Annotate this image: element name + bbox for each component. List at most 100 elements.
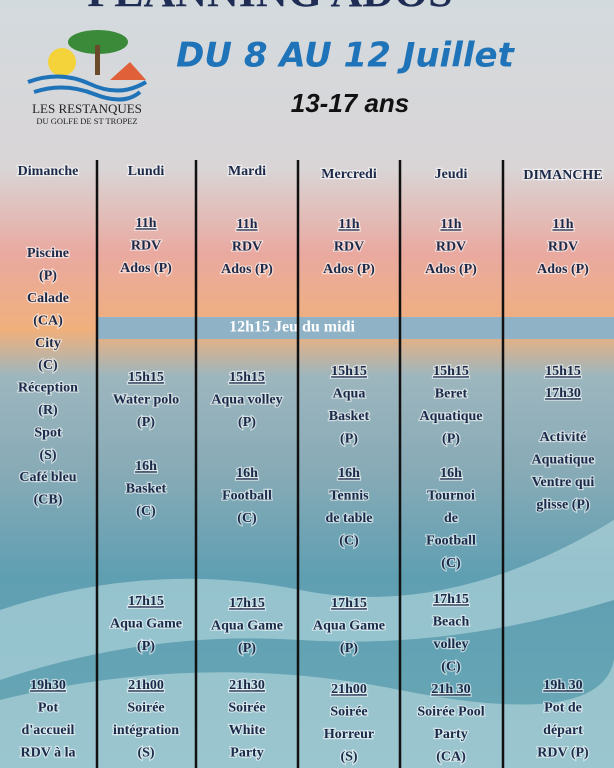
activity: Football (426, 533, 476, 548)
time: 16h (135, 459, 157, 474)
activity: (R) (38, 403, 58, 418)
activity: volley (434, 637, 469, 652)
activity: Activité (540, 430, 587, 445)
logo-name: LES RESTANQUES (32, 101, 142, 116)
activity: Beret (435, 387, 468, 402)
banner-bg (97, 317, 614, 339)
age: 13-17 ans (291, 88, 410, 118)
time: 11h (135, 216, 156, 231)
activity: Beach (433, 615, 470, 630)
day-header: DIMANCHE (523, 168, 602, 183)
activity: Aqua Game (313, 619, 385, 634)
day-header: Jeudi (435, 167, 468, 182)
activity: Pot de (544, 701, 582, 716)
activity: glisse (P) (536, 497, 590, 512)
activity: (P) (442, 431, 460, 446)
activity: RDV (131, 239, 161, 254)
day-header: Lundi (128, 164, 165, 179)
logo: LES RESTANQUES DU GOLFE DE ST TROPEZ (27, 30, 148, 126)
activity: Soirée Pool (417, 705, 484, 720)
activity: Aquatique (531, 453, 594, 468)
activity: Basket (329, 409, 370, 424)
activity: (P) (238, 641, 256, 656)
activity: RDV (334, 240, 364, 255)
title: PLANNING ADOS (87, 0, 453, 16)
activity: (CA) (33, 313, 63, 328)
time: 21h30 (229, 678, 265, 693)
activity: Soirée (330, 705, 367, 720)
activity: Ventre qui (532, 475, 595, 490)
time: 11h (440, 217, 461, 232)
activity: d'accueil (22, 723, 75, 738)
activity: Aqua Game (110, 617, 182, 632)
activity: (S) (39, 448, 56, 463)
logo-hill (110, 62, 146, 80)
activity: RDV (P) (537, 745, 589, 760)
activity: (S) (137, 745, 154, 760)
logo-tree (68, 30, 128, 54)
time: 17h15 (229, 596, 265, 611)
activity: Ados (P) (323, 262, 375, 277)
activity: de (444, 511, 458, 526)
activity: Ados (P) (425, 262, 477, 277)
activity: Ados (P) (120, 261, 172, 276)
activity: Ados (P) (537, 262, 589, 277)
activity: Soirée (228, 701, 265, 716)
time: 21h 30 (431, 682, 470, 697)
activity: (C) (441, 556, 461, 571)
time: 16h (440, 466, 462, 481)
wave (0, 520, 614, 680)
activity: Football (222, 489, 272, 504)
activity: (C) (38, 358, 58, 373)
activity: Café bleu (19, 470, 76, 485)
activity: (P) (137, 639, 155, 654)
activity: RDV (436, 240, 466, 255)
activity: Pot (38, 701, 59, 716)
time: 15h15 (229, 370, 265, 385)
time: 11h (236, 217, 257, 232)
activity: Ados (P) (221, 262, 273, 277)
activity: Réception (18, 381, 78, 396)
day-header: Mardi (228, 164, 266, 179)
wave (0, 660, 614, 768)
time: 15h15 (128, 370, 164, 385)
time: 11h (552, 217, 573, 232)
time: 17h15 (433, 592, 469, 607)
activity: (CA) (436, 749, 466, 764)
activity: (CB) (34, 493, 63, 508)
time: 17h15 (128, 594, 164, 609)
dates: DU 8 AU 12 Juillet (176, 36, 515, 76)
activity: Aqua Game (211, 619, 283, 634)
day-header: Mercredi (321, 167, 377, 182)
activity: (C) (237, 511, 257, 526)
activity: (C) (136, 504, 156, 519)
activity: Aquatique (419, 409, 482, 424)
activity: (S) (340, 749, 357, 764)
time: 21h00 (331, 682, 367, 697)
time: 19h 30 (543, 678, 582, 693)
activity: Aqua (333, 387, 366, 402)
activity: Horreur (324, 727, 374, 742)
logo-place: DU GOLFE DE ST TROPEZ (36, 116, 137, 126)
logo-sun (48, 48, 76, 76)
activity: (P) (137, 415, 155, 430)
schedule: Dimanche Piscine (P) Calade (CA) City (C) Récep… (16, 160, 604, 768)
activity: (C) (339, 533, 359, 548)
activity: Soirée (127, 701, 164, 716)
time: 15h15 (545, 364, 581, 379)
activity: White (229, 723, 266, 738)
activity: Piscine (27, 246, 69, 261)
logo-trunk (95, 45, 100, 75)
activity: départ (543, 723, 583, 738)
time: 16h (236, 466, 258, 481)
activity: Aqua volley (211, 393, 282, 408)
activity: RDV à la (21, 745, 76, 760)
activity: Water polo (113, 393, 179, 408)
time: 11h (338, 217, 359, 232)
day-header: Dimanche (18, 164, 79, 179)
activity: intégration (113, 723, 179, 738)
activity: de table (325, 511, 372, 526)
time: 15h15 (433, 364, 469, 379)
activity: (C) (441, 659, 461, 674)
